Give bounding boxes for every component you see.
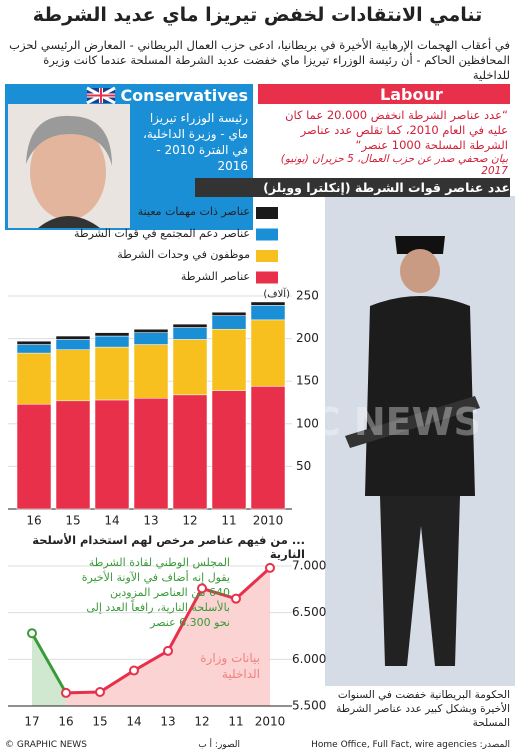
police-photo (325, 196, 515, 686)
labour-quote: “عدد عناصر الشرطة انخفض 20.000 عما كان ع… (285, 108, 508, 152)
bar-segment (133, 397, 169, 510)
legend-label: عناصر الشرطة (180, 269, 250, 283)
bar-segment (172, 323, 208, 328)
bar-segment (211, 311, 247, 316)
bar-segment (250, 386, 286, 510)
bar-segment (94, 335, 130, 348)
recent-area (32, 633, 66, 706)
y-tick-label: 5.500 (292, 699, 326, 713)
legend-swatch (256, 250, 278, 262)
y-tick-label: 150 (296, 374, 319, 388)
legend-label: عناصر ذات مهمات معينة (137, 205, 250, 218)
flag-icon (86, 86, 116, 105)
bar-segment (94, 332, 130, 337)
y-tick-label: 7.000 (292, 559, 326, 573)
x-tick-label: 15 (65, 514, 80, 528)
bar-segment (16, 340, 52, 345)
point (163, 645, 173, 656)
bar-segment (16, 403, 52, 510)
bar-segment (94, 399, 130, 510)
x-tick-label: 2010 (255, 715, 286, 729)
point (129, 665, 139, 676)
bar-segment (211, 390, 247, 510)
bar-segment (16, 352, 52, 405)
credit: © GRAPHIC NEWS (5, 740, 87, 750)
legend-label: موظفون في وحدات الشرطة (117, 248, 250, 261)
conservatives-caption: رئيسة الوزراء تيريزا ماي - وزيرة الداخلي… (142, 111, 248, 173)
labour-source: بيان صحفي صدر عن حزب العمال، 5 حزيران (ي… (280, 153, 508, 177)
y-tick-label: 250 (296, 289, 319, 303)
title: تنامي الانتقادات لخفض تيريزا ماي عديد ال… (32, 4, 483, 26)
subtitle: في أعقاب الهجمات الإرهابية الأخيرة في بر… (9, 38, 510, 82)
bar-segment (55, 349, 91, 402)
line-chart-title: ... من فيهم عناصر مرخص لهم استخدام الأسل… (32, 533, 305, 561)
y-tick-label: 200 (296, 331, 319, 345)
x-tick-label: 2010 (253, 514, 284, 528)
x-tick-label: 14 (126, 715, 141, 729)
bar-segment (250, 301, 286, 306)
x-tick-label: 17 (24, 715, 39, 729)
bar-segment (250, 305, 286, 321)
legend-swatch (256, 207, 278, 219)
bar-segment (172, 394, 208, 510)
bar-segment (94, 346, 130, 401)
x-tick-label: 16 (58, 715, 73, 729)
bar-segment (133, 344, 169, 399)
bar-segment (211, 328, 247, 391)
x-tick-label: 12 (194, 715, 209, 729)
recent-line (30, 632, 68, 694)
bar-segment (172, 327, 208, 340)
bar-segment (211, 315, 247, 330)
x-tick-label: 13 (143, 514, 158, 528)
photo-caption: الحكومة البريطانية خفضت في السنوات الأخي… (336, 689, 510, 729)
x-tick-label: 15 (92, 715, 107, 729)
x-tick-label: 13 (160, 715, 175, 729)
bar-segment (55, 400, 91, 510)
area (66, 567, 270, 706)
unit-label: (آلاف) (263, 287, 290, 300)
bar-segment (172, 339, 208, 396)
legend-label: عناصر دعم المجتمع في قوات الشرطة (73, 226, 250, 240)
conservatives-logo: Conservatives (120, 86, 248, 105)
bar-segment (16, 344, 52, 354)
point (197, 583, 207, 594)
bar-segment (250, 319, 286, 387)
point (265, 562, 275, 573)
legend-swatch (256, 271, 278, 284)
y-tick-label: 6.000 (292, 652, 326, 666)
green-annotation: المجلس الوطني لقادة الشرطة يقول إنه أضاف… (81, 556, 230, 629)
x-tick-label: 11 (228, 715, 243, 729)
point (27, 628, 37, 639)
x-tick-label: 16 (26, 514, 41, 528)
labour-logo: Labour (380, 85, 443, 104)
point (95, 687, 105, 697)
labour-bar (258, 84, 510, 104)
x-tick-label: 12 (182, 514, 197, 528)
photo-credit: الصور: أ ب (198, 740, 240, 750)
may-photo (8, 104, 130, 228)
bar-segment (55, 335, 91, 340)
red-annotation: بيانات وزارة الداخلية (200, 651, 260, 681)
point (61, 687, 71, 698)
bar-chart-title: عدد عناصر قوات الشرطة (إنكلترا وويلز) (195, 178, 510, 197)
y-tick-label: 50 (296, 459, 311, 473)
bar-segment (55, 339, 91, 350)
source: المصدر: Home Office, Full Fact, wire age… (311, 740, 510, 750)
point (231, 593, 241, 604)
legend-swatch (256, 228, 278, 241)
bar-segment (133, 328, 169, 333)
x-tick-label: 14 (104, 514, 119, 528)
y-tick-label: 6.500 (292, 605, 326, 619)
bar-segment (133, 332, 169, 345)
x-tick-label: 11 (221, 514, 236, 528)
y-tick-label: 100 (296, 416, 319, 430)
